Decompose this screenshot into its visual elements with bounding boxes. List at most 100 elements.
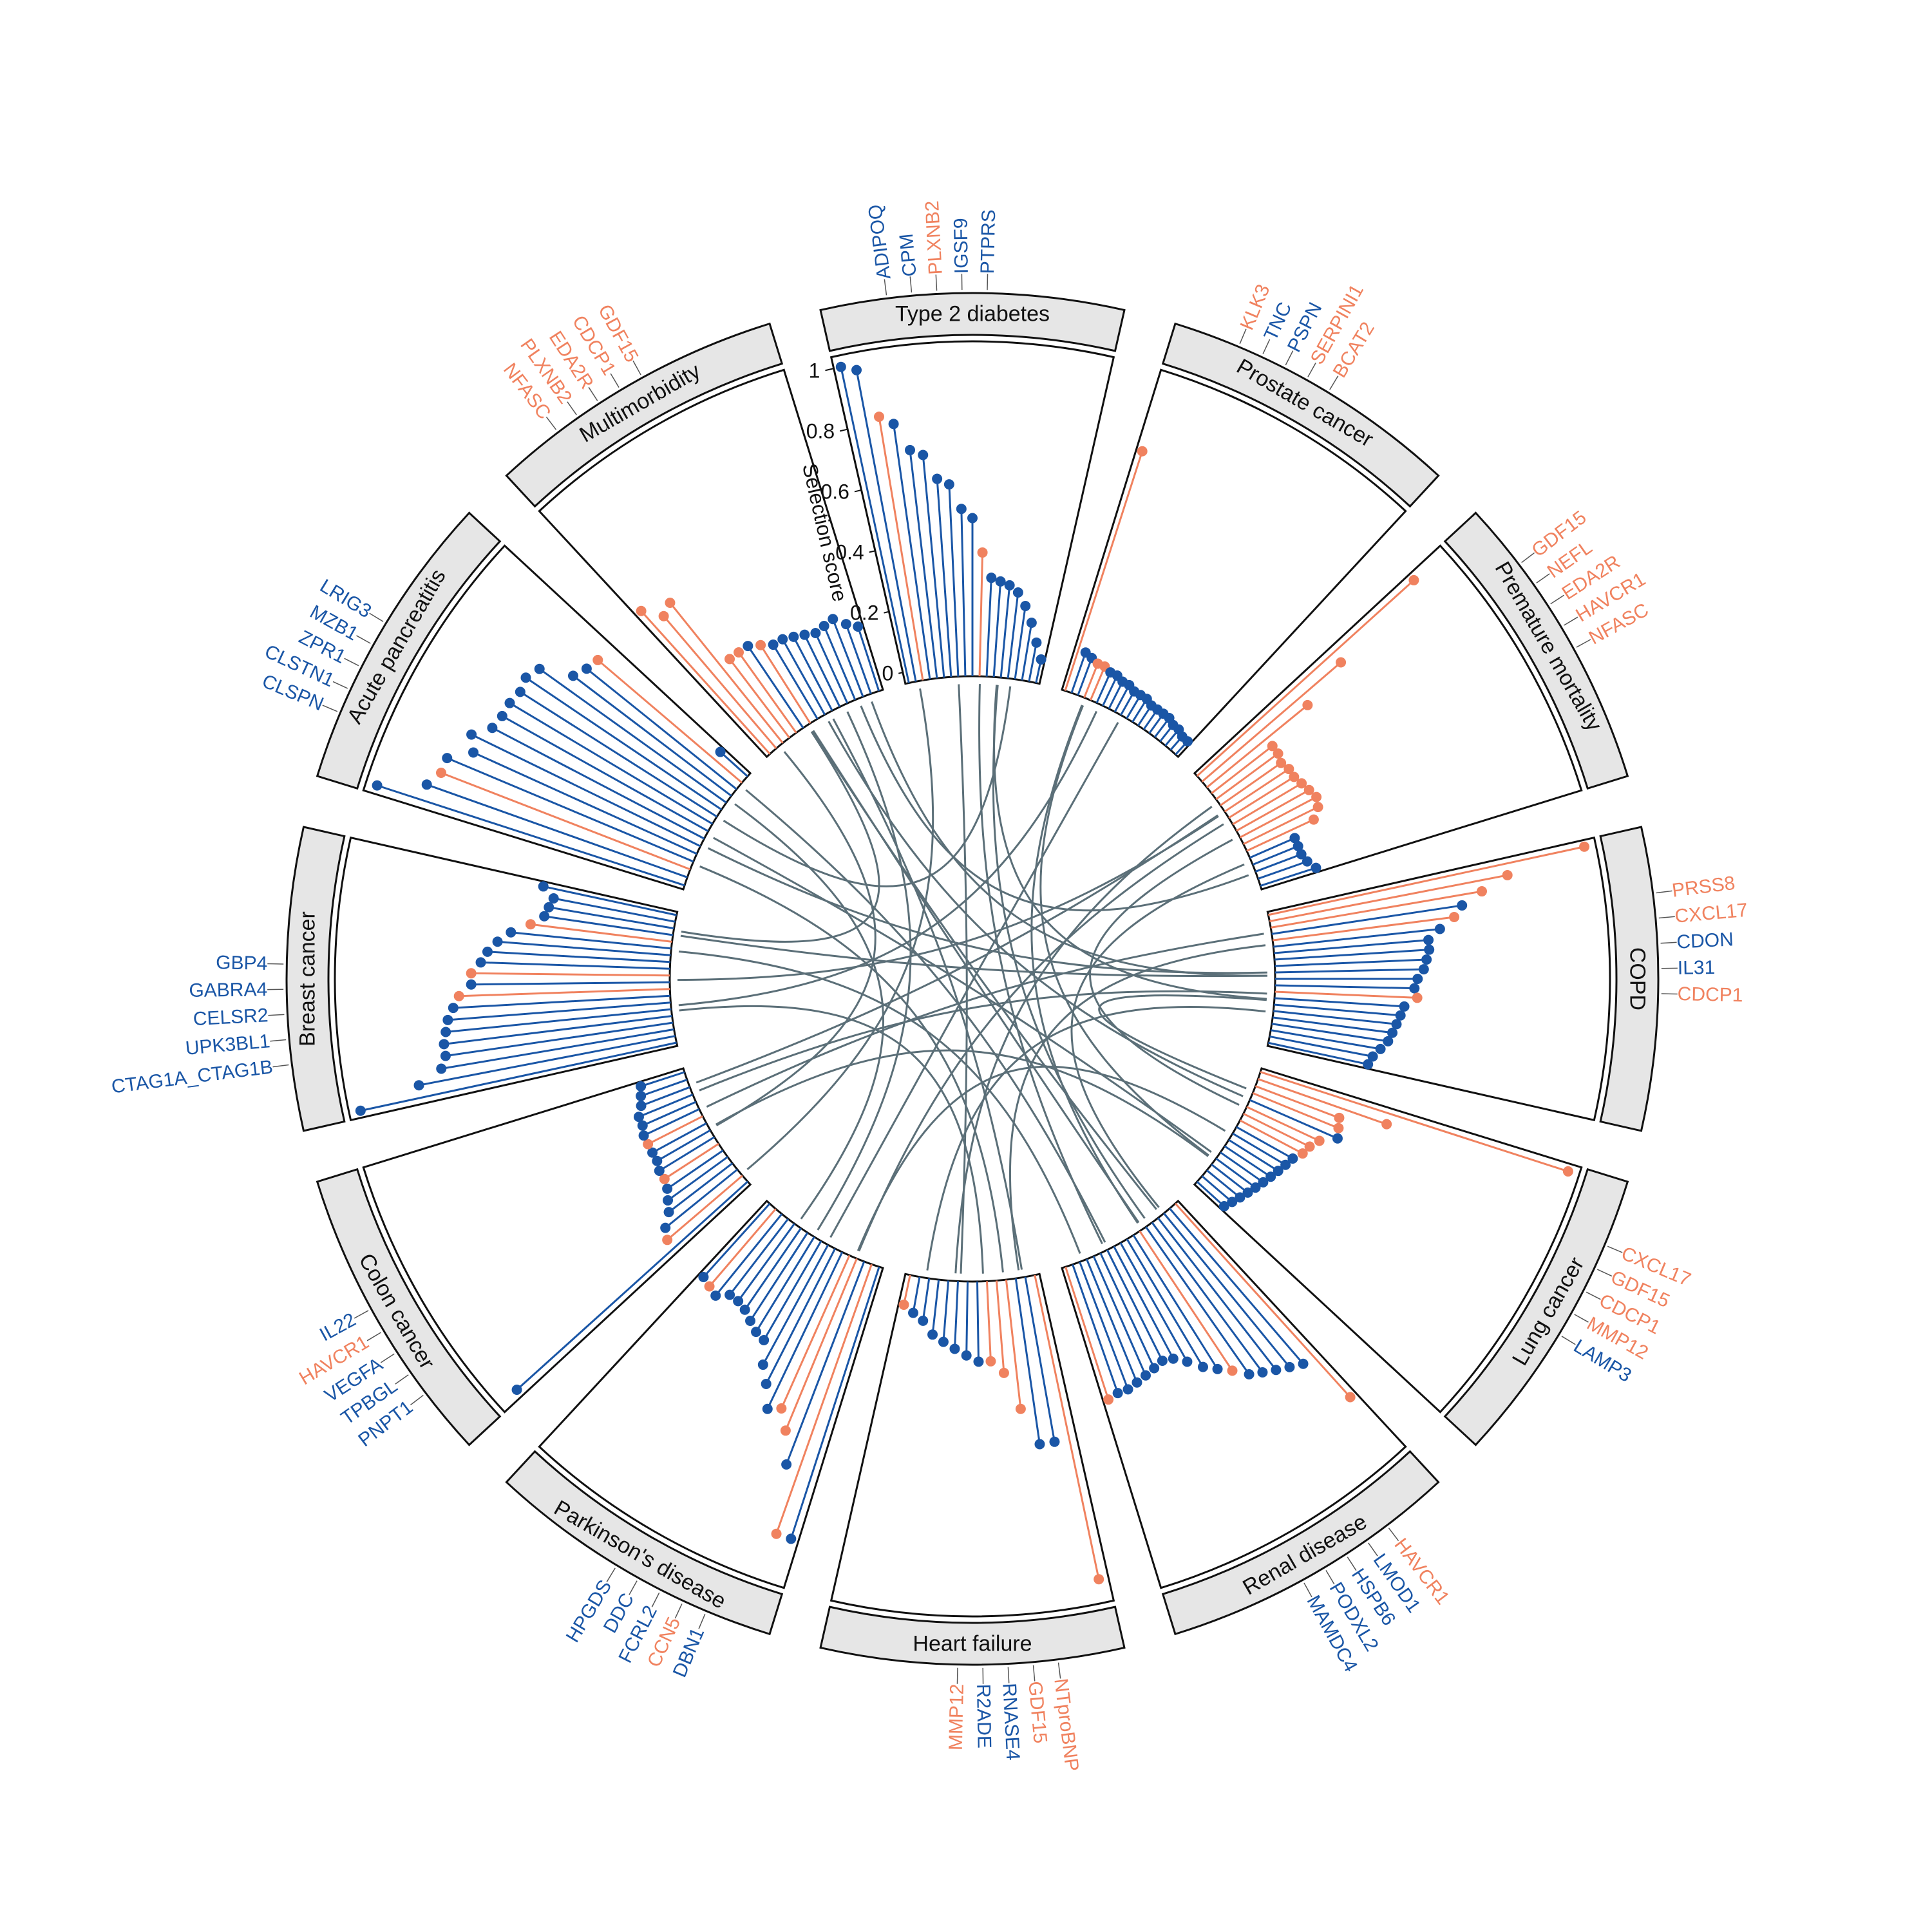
lollipop-stem bbox=[1201, 1175, 1233, 1203]
lollipop-point bbox=[466, 729, 477, 740]
lollipop-stem bbox=[737, 1223, 795, 1302]
lollipop-point bbox=[355, 1105, 366, 1116]
lollipop-point bbox=[734, 647, 744, 658]
label-connector bbox=[1536, 573, 1550, 583]
lollipop-point bbox=[1308, 814, 1319, 825]
label-connector bbox=[344, 658, 359, 667]
lollipop-point bbox=[938, 1336, 949, 1347]
lollipop-stem bbox=[1132, 1235, 1218, 1370]
lollipop-point bbox=[1004, 580, 1015, 591]
lollipop-point bbox=[828, 614, 838, 625]
label-connector bbox=[272, 1064, 289, 1068]
lollipop-stem bbox=[1174, 1202, 1351, 1398]
axis-tick bbox=[825, 368, 834, 372]
lollipop-point bbox=[466, 979, 477, 990]
lollipop-point bbox=[998, 1367, 1009, 1378]
label-connector bbox=[1329, 375, 1339, 390]
lollipop-point bbox=[781, 1459, 792, 1470]
sector-strip bbox=[316, 1168, 502, 1446]
lollipop-point bbox=[927, 1329, 938, 1340]
sector-label: Heart failure bbox=[913, 1632, 1032, 1656]
lollipop-stem bbox=[638, 1094, 694, 1118]
lollipop-stem bbox=[1274, 990, 1417, 999]
lollipop-point bbox=[898, 1299, 909, 1310]
lollipop-point bbox=[1391, 1019, 1402, 1030]
lollipop-stem bbox=[999, 585, 1011, 678]
lollipop-stem bbox=[585, 668, 737, 790]
lollipop-stem bbox=[790, 1266, 880, 1539]
lollipop-stem bbox=[1206, 704, 1309, 788]
lollipop-point bbox=[497, 710, 507, 721]
lollipop-point bbox=[840, 619, 851, 630]
lollipop-point bbox=[453, 990, 464, 1001]
lollipop-point bbox=[1412, 992, 1423, 1003]
lollipop-stem bbox=[426, 783, 688, 878]
label-connector bbox=[674, 1603, 683, 1619]
lollipop-point bbox=[1276, 757, 1287, 768]
lollipop-stem bbox=[1270, 890, 1482, 929]
label-connector bbox=[1574, 1314, 1589, 1323]
sector-label: Breast cancer bbox=[296, 911, 320, 1046]
lollipop-point bbox=[967, 513, 978, 524]
lollipop-point bbox=[873, 412, 884, 422]
lollipop-stem bbox=[719, 751, 748, 777]
lollipop-stem bbox=[703, 1203, 771, 1278]
label-connector bbox=[651, 1592, 660, 1607]
lollipop-point bbox=[777, 634, 788, 645]
lollipop-point bbox=[659, 1173, 670, 1184]
chord-link bbox=[958, 684, 968, 1274]
label-connector bbox=[332, 681, 348, 689]
chord-link bbox=[678, 710, 1098, 1007]
lollipop-point bbox=[1332, 1133, 1343, 1144]
lollipop-stem bbox=[744, 1227, 802, 1311]
sector-label: COPD bbox=[1625, 947, 1650, 1010]
lollipop-stem bbox=[471, 734, 701, 848]
lollipop-point bbox=[440, 1027, 451, 1037]
lollipop-stem bbox=[1255, 1085, 1340, 1119]
gene-label: UPK3BL1 bbox=[185, 1030, 271, 1059]
lollipop-stem bbox=[1079, 1261, 1129, 1390]
lollipop-stem bbox=[936, 478, 952, 677]
lollipop-stem bbox=[491, 726, 705, 840]
label-connector bbox=[1596, 1269, 1613, 1277]
lollipop-stem bbox=[912, 1276, 921, 1313]
sector-track bbox=[362, 1067, 752, 1414]
label-connector bbox=[884, 279, 887, 296]
lollipop-point bbox=[466, 968, 477, 979]
lollipop-point bbox=[986, 573, 997, 583]
lollipop-stem bbox=[445, 1021, 674, 1057]
sector-track bbox=[1061, 1199, 1407, 1589]
chord-link bbox=[713, 837, 1212, 1153]
lollipop-stem bbox=[1126, 1238, 1204, 1368]
lollipop-point bbox=[799, 629, 810, 640]
lollipop-stem bbox=[1274, 958, 1427, 967]
gene-label: RNASE4 bbox=[998, 1683, 1023, 1761]
lollipop-point bbox=[768, 639, 779, 650]
chord-link bbox=[681, 731, 880, 943]
chord-link bbox=[680, 934, 1267, 978]
lollipop-point bbox=[1273, 748, 1283, 759]
lollipop-stem bbox=[772, 644, 819, 720]
axis-tick bbox=[854, 489, 862, 493]
lollipop-point bbox=[421, 779, 432, 790]
sector-2: Premature mortalityGDF15NEFLEDA2RHAVCR1N… bbox=[1193, 507, 1652, 891]
lollipop-stem bbox=[1169, 1208, 1304, 1365]
lollipop-stem bbox=[840, 366, 910, 683]
lollipop-point bbox=[995, 576, 1006, 587]
label-connector bbox=[1658, 916, 1675, 919]
label-connector bbox=[1586, 1291, 1601, 1300]
gene-label: PLXNB2 bbox=[922, 200, 947, 276]
lollipop-stem bbox=[509, 702, 714, 825]
lollipop-point bbox=[704, 1281, 715, 1292]
lollipop-point bbox=[757, 1359, 768, 1370]
lollipop-stem bbox=[1274, 984, 1415, 990]
lollipop-point bbox=[956, 504, 967, 515]
axis-line bbox=[833, 368, 904, 673]
lollipop-stem bbox=[992, 581, 1002, 677]
lollipop-point bbox=[1293, 840, 1303, 851]
lollipop-point bbox=[1383, 1036, 1394, 1046]
lollipop-stem bbox=[1232, 782, 1302, 826]
lollipop-stem bbox=[1151, 1222, 1264, 1373]
